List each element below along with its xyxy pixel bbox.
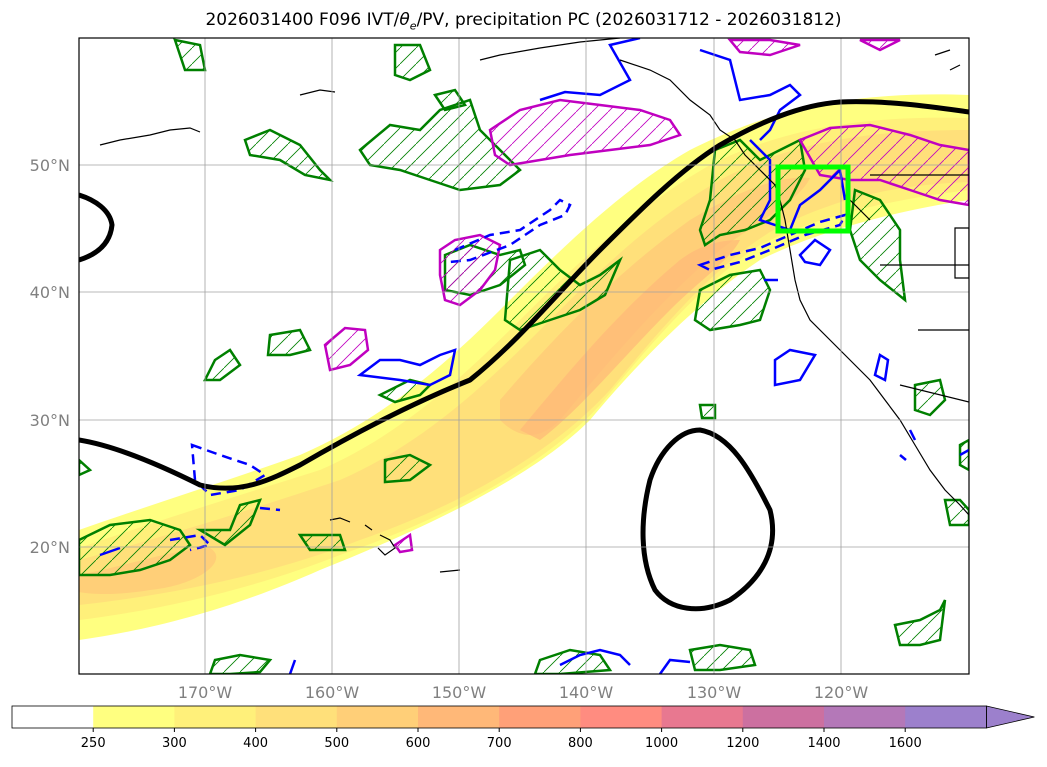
colorbar-extension — [986, 705, 1035, 729]
lat-label-20n: 20°N — [30, 538, 70, 557]
colorbar-segment — [93, 706, 175, 728]
colorbar-tick-label: 800 — [568, 736, 593, 751]
lon-label-130w: 130°W — [687, 683, 742, 702]
lon-label-150w: 150°W — [432, 683, 487, 702]
map-frame — [78, 37, 970, 675]
coastlines — [99, 38, 969, 573]
colorbar-segment — [580, 706, 663, 728]
colorbar-tick-label: 400 — [243, 736, 268, 751]
colorbar-segment — [499, 706, 581, 728]
colorbar-tick-label: 250 — [81, 736, 106, 751]
colorbar-segment — [824, 706, 906, 728]
colorbar-tick-label: 600 — [406, 736, 431, 751]
colorbar-segment — [418, 706, 500, 728]
lat-label-30n: 30°N — [30, 411, 70, 430]
lon-label-120w: 120°W — [814, 683, 869, 702]
colorbar-tick-label: 1200 — [726, 736, 759, 751]
lon-label-170w: 170°W — [178, 683, 233, 702]
colorbar-tick-label: 1000 — [645, 736, 678, 751]
pv-magenta-contours — [323, 38, 969, 554]
colorbar-tick-label: 500 — [324, 736, 349, 751]
colorbar-segment — [742, 706, 825, 728]
lon-label-160w: 160°W — [305, 683, 360, 702]
colorbar-tick-label: 1400 — [807, 736, 840, 751]
lon-label-140w: 140°W — [559, 683, 614, 702]
colorbar-segment — [661, 706, 744, 728]
colorbar-tick-label: 300 — [162, 736, 187, 751]
lat-label-40n: 40°N — [30, 283, 70, 302]
ivt-plume — [79, 94, 969, 640]
colorbar-segment — [12, 706, 94, 728]
colorbar-segment — [905, 706, 987, 728]
target-region-box — [775, 164, 851, 234]
theta-e-contours — [99, 38, 969, 674]
colorbar-segment — [336, 706, 419, 728]
colorbar-tick-label: 1600 — [889, 736, 922, 751]
colorbar: 250 300 400 500 600 700 800 1000 1200 1400 1600 — [11, 705, 1035, 751]
colorbar-segment — [255, 706, 338, 728]
gridlines — [79, 38, 969, 674]
figure-title: 2026031400 F096 IVT/θe/PV, precipitation… — [205, 10, 842, 33]
colorbar-segment — [174, 706, 257, 728]
lat-label-50n: 50°N — [30, 156, 70, 175]
colorbar-tick-label: 700 — [487, 736, 512, 751]
pv-contours — [79, 99, 969, 612]
